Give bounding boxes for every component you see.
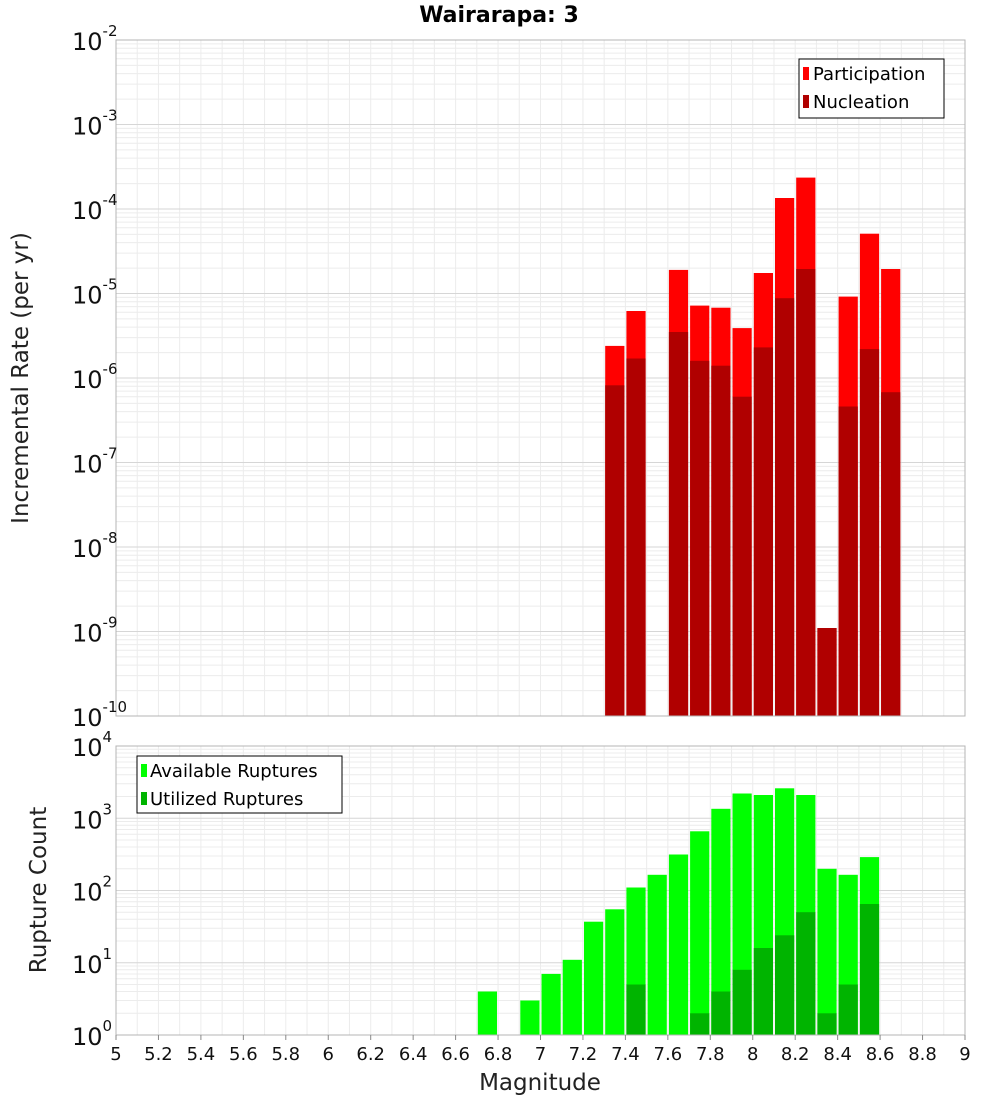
rate-legend: Participation Nucleation	[798, 58, 945, 119]
x-tick-label: 5.6	[229, 1044, 258, 1065]
rate-bar-nucleation	[605, 385, 625, 716]
legend-available-ruptures: Available Ruptures	[150, 761, 318, 782]
count-y-tick-label: 102	[72, 873, 112, 907]
count-bar-available-ruptures	[584, 921, 604, 1035]
count-bar-available-ruptures	[541, 973, 561, 1035]
chart-title: Wairarapa: 3	[419, 3, 579, 28]
x-tick-label: 8	[747, 1044, 758, 1065]
x-tick-label: 7.2	[569, 1044, 598, 1065]
count-bar-available-ruptures	[668, 854, 689, 1035]
x-tick-label: 7.4	[611, 1044, 640, 1065]
rate-y-tick-label: 10-8	[72, 529, 118, 563]
count-y-tick-label: 103	[72, 800, 112, 834]
count-bar-utilized-ruptures	[796, 912, 816, 1035]
count-bar-utilized-ruptures	[690, 1013, 710, 1035]
rate-y-tick-label: 10-5	[72, 276, 118, 310]
count-bar-available-ruptures	[477, 991, 497, 1035]
count-bar-utilized-ruptures	[711, 991, 731, 1035]
count-bar-available-ruptures	[647, 874, 667, 1035]
legend-utilized-ruptures: Utilized Ruptures	[150, 789, 303, 810]
legend-swatch-utilized	[141, 792, 147, 805]
rate-y-ticks: 10-10 10-9 10-8 10-7 10-6 10-5 10-4 10-3 10-2	[72, 22, 127, 732]
magnitude-x-axis-label: Magnitude	[479, 1070, 601, 1096]
x-tick-label: 7.8	[696, 1044, 725, 1065]
rate-bar-nucleation	[775, 298, 795, 716]
legend-swatch-participation	[803, 67, 809, 80]
rate-bar-nucleation	[690, 360, 710, 716]
x-tick-label: 6.8	[484, 1044, 513, 1065]
rate-bar-nucleation	[732, 396, 752, 716]
count-bar-available-ruptures	[711, 808, 731, 1035]
x-tick-label: 7.6	[654, 1044, 683, 1065]
count-bars	[477, 788, 880, 1035]
x-tick-label: 9	[959, 1044, 970, 1065]
count-bar-utilized-ruptures	[753, 948, 773, 1035]
rate-plot-frame	[115, 39, 966, 717]
x-tick-label: 8.8	[908, 1044, 937, 1065]
rate-bar-nucleation	[817, 628, 837, 716]
rate-bar-nucleation	[838, 406, 858, 716]
rate-bars	[605, 177, 901, 717]
rate-panel: 10-10 10-9 10-8 10-7 10-6 10-5 10-4 10-3 10-2 In…	[8, 22, 966, 732]
count-legend: Available Ruptures Utilized Ruptures	[136, 755, 343, 814]
count-bar-available-ruptures	[690, 831, 710, 1035]
count-bar-available-ruptures	[605, 909, 625, 1035]
x-tick-label: 8.2	[781, 1044, 810, 1065]
rate-y-tick-label: 10-4	[72, 191, 118, 225]
count-panel: 100 101 102 103 104 5 5.2 5.4 5.6 5.8 6 6.2 6.4 6.6 6…	[26, 728, 971, 1096]
legend-swatch-available	[141, 764, 147, 777]
count-bar-available-ruptures	[562, 959, 582, 1035]
rate-bar-nucleation	[859, 349, 880, 716]
rate-bar-nucleation	[668, 332, 689, 716]
rate-y-tick-label: 10-7	[72, 445, 118, 479]
count-bar-utilized-ruptures	[775, 935, 795, 1035]
count-bar-available-ruptures	[520, 1000, 540, 1035]
count-bar-utilized-ruptures	[732, 969, 752, 1035]
count-y-tick-label: 101	[72, 945, 112, 979]
x-tick-label: 6.2	[356, 1044, 385, 1065]
x-tick-label: 7	[535, 1044, 546, 1065]
x-tick-label: 8.6	[866, 1044, 895, 1065]
count-bar-utilized-ruptures	[626, 984, 646, 1035]
count-y-axis-label: Rupture Count	[26, 807, 52, 973]
rate-bar-nucleation	[796, 269, 816, 716]
x-tick-label: 6.4	[399, 1044, 428, 1065]
rate-y-tick-label: 10-6	[72, 360, 118, 394]
rate-bar-nucleation	[753, 347, 773, 716]
legend-swatch-nucleation	[803, 95, 809, 108]
count-bar-utilized-ruptures	[859, 904, 880, 1035]
count-bar-utilized-ruptures	[817, 1013, 837, 1035]
count-y-tick-label: 104	[72, 728, 112, 762]
count-y-ticks: 100 101 102 103 104	[72, 728, 112, 1051]
x-tick-label: 5.8	[271, 1044, 300, 1065]
x-tick-label: 5.2	[144, 1044, 173, 1065]
legend-participation: Participation	[813, 64, 925, 85]
rate-bar-nucleation	[881, 392, 901, 716]
rate-y-tick-label: 10-2	[72, 22, 118, 56]
x-tick-label: 5	[110, 1044, 121, 1065]
rate-y-tick-label: 10-3	[72, 107, 118, 141]
rate-bar-nucleation	[626, 358, 646, 716]
magnitude-x-ticks: 5 5.2 5.4 5.6 5.8 6 6.2 6.4 6.6 6.8 7 7.2 7.4 7.6 7.8 8…	[110, 1035, 971, 1065]
rate-y-tick-label: 10-9	[72, 614, 118, 648]
x-tick-label: 6	[323, 1044, 334, 1065]
x-tick-label: 5.4	[187, 1044, 216, 1065]
rate-y-tick-label: 10-10	[72, 698, 127, 732]
count-bar-available-ruptures	[817, 868, 837, 1035]
x-tick-label: 8.4	[823, 1044, 852, 1065]
legend-nucleation: Nucleation	[813, 92, 909, 113]
rate-grid	[116, 40, 965, 716]
rate-y-axis-label: Incremental Rate (per yr)	[8, 232, 34, 524]
x-tick-label: 6.6	[441, 1044, 470, 1065]
count-y-tick-label: 100	[72, 1017, 112, 1051]
count-bar-utilized-ruptures	[838, 984, 858, 1035]
rate-bar-nucleation	[711, 365, 731, 716]
